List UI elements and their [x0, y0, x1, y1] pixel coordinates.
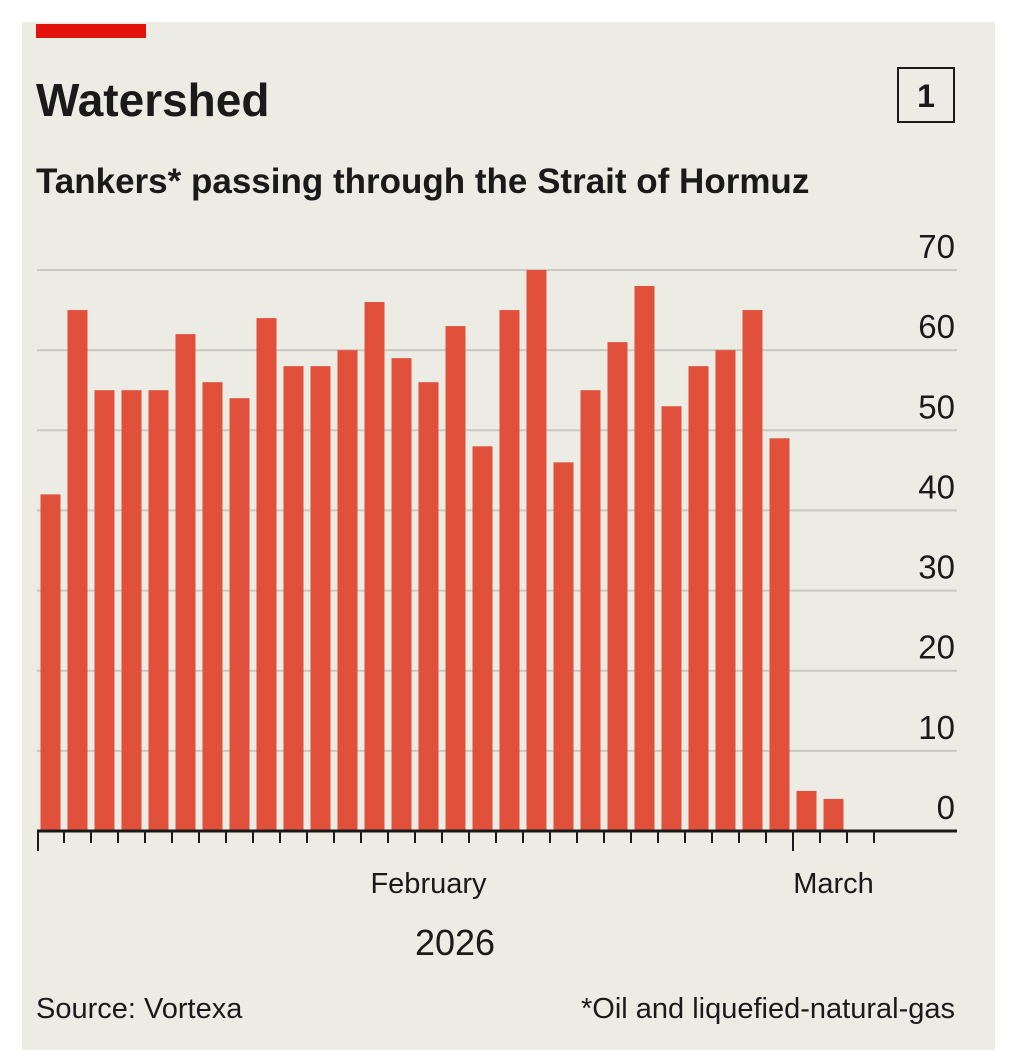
y-tick-label: 10	[918, 709, 955, 746]
bar	[148, 390, 169, 831]
bar	[121, 390, 142, 831]
bar	[553, 462, 574, 831]
bar	[580, 390, 601, 831]
bar	[769, 438, 790, 831]
bar	[661, 406, 682, 831]
bar	[526, 270, 547, 831]
bar	[40, 494, 61, 831]
x-tick-label: February	[370, 868, 487, 900]
bar	[796, 790, 817, 831]
bar	[499, 310, 520, 832]
bar	[229, 398, 250, 831]
bar	[283, 366, 304, 831]
y-tick-label: 60	[918, 308, 955, 345]
bar	[337, 350, 358, 831]
bar	[391, 358, 412, 831]
bar	[634, 286, 655, 831]
y-tick-label: 50	[918, 388, 955, 425]
source: Source: Vortexa	[36, 993, 243, 1025]
y-tick-label: 40	[918, 468, 955, 505]
bar	[445, 326, 466, 831]
chart-title: Watershed	[36, 74, 269, 126]
bar	[688, 366, 709, 831]
badge-box	[897, 67, 955, 123]
bar	[256, 318, 277, 832]
y-tick-label: 0	[937, 789, 955, 826]
bar	[310, 366, 331, 831]
bar	[823, 798, 844, 831]
bar	[202, 382, 223, 831]
x-axis-label: 2026	[415, 922, 495, 963]
x-tick-label: March	[793, 868, 874, 900]
y-tick-label: 70	[918, 228, 955, 265]
subtitle: Tankers* passing through the Strait of H…	[36, 162, 809, 201]
footnote: *Oil and liquefied-natural-gas	[581, 993, 955, 1025]
bar	[67, 310, 88, 832]
bar	[607, 342, 628, 831]
badge: 1	[917, 78, 935, 114]
bar	[175, 334, 196, 831]
bar	[472, 446, 493, 831]
bar	[742, 310, 763, 832]
accent-bar	[36, 24, 146, 38]
bar	[364, 302, 385, 831]
bar	[715, 350, 736, 831]
bar	[94, 390, 115, 831]
bar	[418, 382, 439, 831]
y-tick-label: 20	[918, 629, 955, 666]
y-tick-label: 30	[918, 549, 955, 586]
